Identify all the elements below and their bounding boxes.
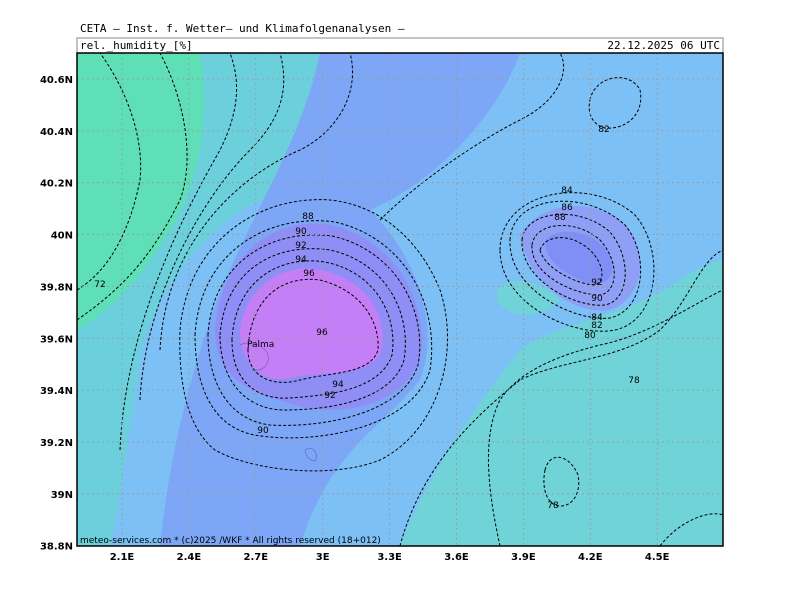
lon-label: 2.1E: [110, 552, 135, 563]
lon-label: 4.5E: [645, 552, 670, 563]
lon-label: 4.2E: [578, 552, 603, 563]
contour-label: 80: [584, 331, 596, 341]
contour-label: 78: [547, 501, 559, 511]
lon-label: 3.9E: [511, 552, 536, 563]
lon-label: 2.7E: [244, 552, 269, 563]
contour-label: 92: [295, 241, 306, 251]
credit: meteo-services.com * (c)2025 /WKF * All …: [80, 536, 381, 546]
lat-label: 39.6N: [40, 334, 73, 345]
header-institute: CETA – Inst. f. Wetter– und Klimafolgena…: [80, 22, 405, 35]
contour-label: 84: [561, 186, 573, 196]
contour-label: 72: [94, 280, 105, 290]
place-label: Palma: [247, 340, 274, 350]
lat-label: 40N: [51, 231, 73, 242]
lon-label: 3.3E: [377, 552, 402, 563]
lat-label: 40.2N: [40, 179, 73, 190]
lat-label: 39.4N: [40, 386, 73, 397]
contour-label: 82: [598, 125, 609, 135]
lon-label: 3E: [316, 552, 330, 563]
contour-label: 86: [561, 203, 573, 213]
lon-label: 2.4E: [177, 552, 202, 563]
contour-label: 92: [324, 391, 335, 401]
contour-label: 82: [591, 321, 602, 331]
lat-label: 39.2N: [40, 438, 73, 449]
contour-label: 84: [591, 313, 603, 323]
lon-label: 3.6E: [444, 552, 469, 563]
graticule: [77, 53, 723, 546]
lat-label: 39.8N: [40, 282, 73, 293]
map-frame: [76, 52, 724, 547]
contour-label: 92: [591, 278, 602, 288]
valid-time: 22.12.2025 06 UTC: [607, 39, 720, 52]
contour-label: 88: [554, 213, 566, 223]
contour-label: 96: [316, 328, 328, 338]
contours: [77, 53, 723, 546]
contour-label: 90: [257, 426, 269, 436]
lat-label: 38.8N: [40, 542, 73, 553]
contour-label: 90: [295, 227, 307, 237]
contour-label: 90: [591, 294, 603, 304]
lat-label: 39N: [51, 490, 73, 501]
contour-label: 96: [303, 269, 315, 279]
lat-label: 40.6N: [40, 75, 73, 86]
contour-label: 78: [628, 376, 640, 386]
map-field: 8890929496969492907284868892908482807882…: [77, 53, 723, 546]
axis-labels: 40.6N 40.4N 40.2N 40N 39.8N 39.6N 39.4N 39.2N 39…: [40, 75, 670, 563]
contour-label: 88: [302, 212, 314, 222]
contour-label: 94: [295, 255, 307, 265]
contour-labels: 8890929496969492907284868892908482807882…: [94, 125, 640, 511]
variable-label: rel._humidity_[%]: [80, 39, 193, 52]
lat-label: 40.4N: [40, 127, 73, 138]
contour-label: 94: [332, 380, 344, 390]
